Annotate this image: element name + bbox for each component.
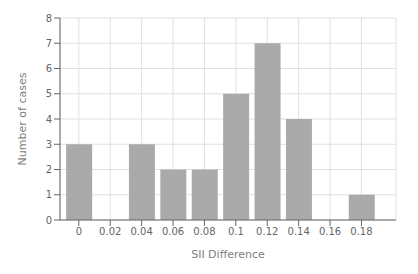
svg-text:0.16: 0.16 <box>319 226 341 237</box>
svg-text:1: 1 <box>46 189 52 200</box>
svg-text:8: 8 <box>46 13 52 24</box>
svg-text:6: 6 <box>46 63 52 74</box>
svg-text:SII Difference: SII Difference <box>191 248 265 261</box>
svg-text:0.1: 0.1 <box>228 226 244 237</box>
svg-text:0.12: 0.12 <box>256 226 278 237</box>
svg-text:0.18: 0.18 <box>350 226 372 237</box>
svg-text:0.14: 0.14 <box>288 226 310 237</box>
svg-text:0: 0 <box>46 215 52 226</box>
svg-text:4: 4 <box>46 114 52 125</box>
svg-text:0: 0 <box>76 226 82 237</box>
svg-text:0.04: 0.04 <box>131 226 153 237</box>
svg-text:0.06: 0.06 <box>162 226 184 237</box>
svg-text:0.08: 0.08 <box>193 226 215 237</box>
svg-text:3: 3 <box>46 139 52 150</box>
svg-text:Number of cases: Number of cases <box>16 72 29 165</box>
svg-text:0.02: 0.02 <box>99 226 121 237</box>
svg-text:5: 5 <box>46 88 52 99</box>
svg-text:7: 7 <box>46 38 52 49</box>
svg-text:2: 2 <box>46 164 52 175</box>
